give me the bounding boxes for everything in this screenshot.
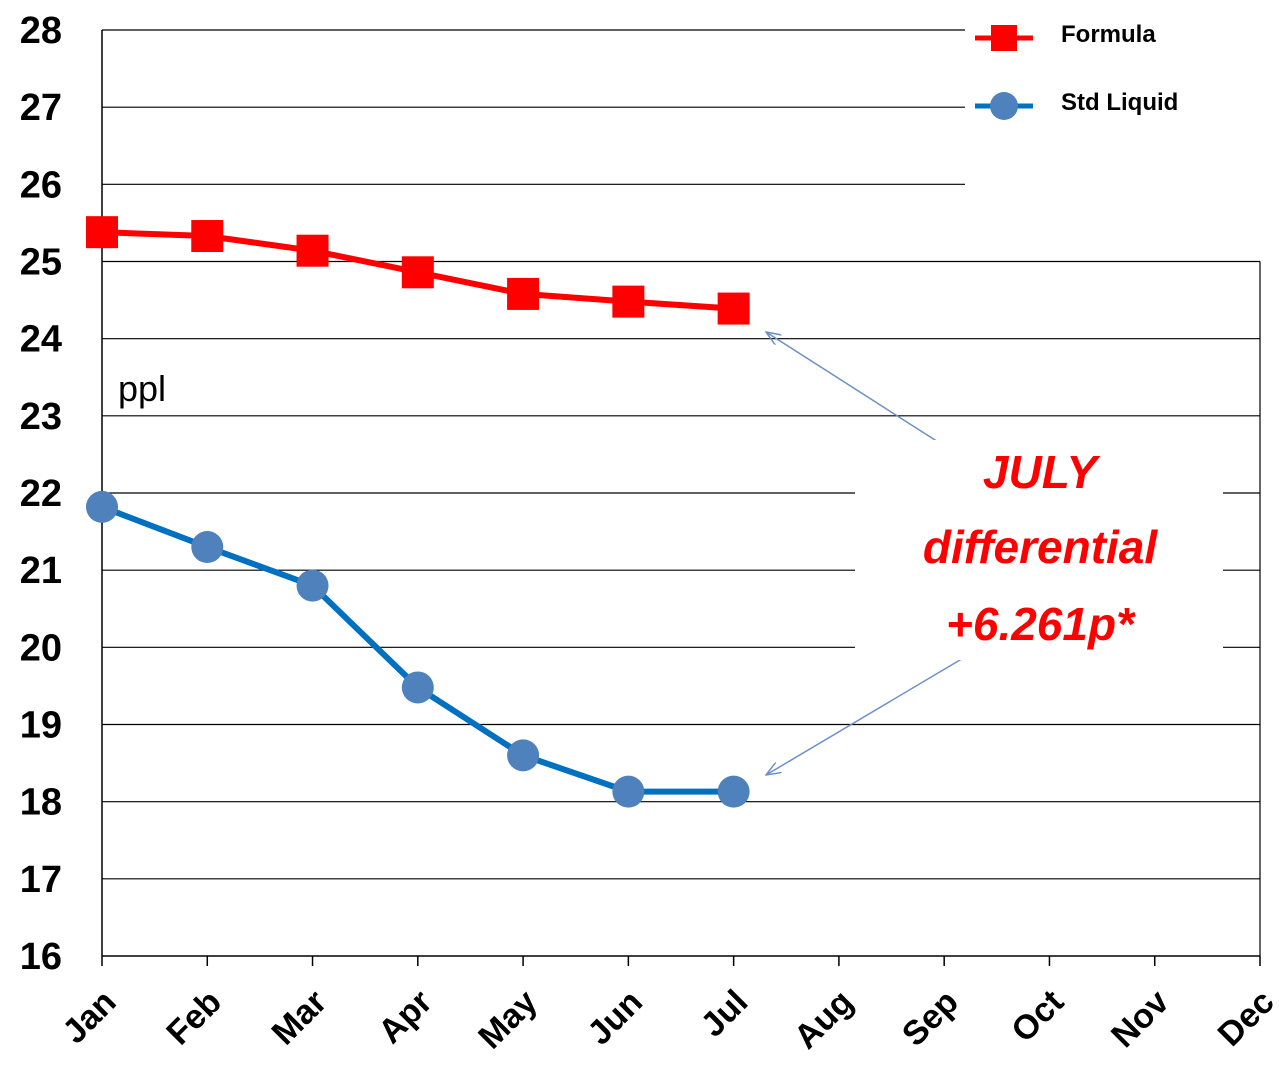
annotation-line-1: JULY bbox=[983, 446, 1101, 498]
point-std-liquid-jun bbox=[612, 775, 645, 808]
x-tick-label-jun: Jun bbox=[580, 983, 650, 1053]
point-std-liquid-mar bbox=[296, 569, 329, 602]
annotation-line-2: differential bbox=[923, 521, 1159, 573]
arrow-to-std-liquid-jul bbox=[766, 656, 966, 775]
y-tick-label-23: 23 bbox=[20, 396, 62, 438]
x-tick-label-sep: Sep bbox=[895, 983, 966, 1054]
legend: Formula Std Liquid bbox=[975, 21, 1178, 120]
x-tick-label-feb: Feb bbox=[159, 983, 229, 1053]
point-formula-apr bbox=[401, 256, 434, 289]
y-tick-label-19: 19 bbox=[20, 705, 62, 747]
y-tick-label-20: 20 bbox=[20, 627, 62, 669]
point-formula-mar bbox=[296, 234, 329, 267]
x-tick-label-jan: Jan bbox=[55, 983, 123, 1051]
point-std-liquid-may bbox=[507, 739, 540, 772]
point-formula-jul bbox=[717, 292, 750, 325]
point-formula-feb bbox=[191, 220, 224, 253]
annotation-line-3: +6.261p* bbox=[946, 598, 1136, 650]
y-tick-label-16: 16 bbox=[20, 936, 62, 978]
y-tick-label-25: 25 bbox=[20, 242, 62, 284]
gridlines bbox=[102, 29, 1260, 880]
point-std-liquid-jan bbox=[86, 490, 118, 523]
x-tick-label-oct: Oct bbox=[1004, 983, 1071, 1050]
x-tick-label-aug: Aug bbox=[787, 983, 861, 1057]
point-std-liquid-jul bbox=[717, 775, 750, 808]
y-tick-label-17: 17 bbox=[20, 859, 62, 901]
point-formula-may bbox=[507, 277, 540, 310]
y-tick-label-18: 18 bbox=[20, 782, 62, 824]
x-tick-label-may: May bbox=[471, 983, 545, 1057]
y-tick-label-26: 26 bbox=[20, 164, 62, 206]
x-axis-ticks: Jan Feb Mar Apr May Jun Jul Aug Sep Oct Nov Dec bbox=[55, 983, 1279, 1057]
y-tick-label-21: 21 bbox=[20, 550, 62, 592]
x-tick-label-jul: Jul bbox=[694, 983, 756, 1045]
y-axis-ticks: 16 17 18 19 20 21 22 23 24 25 26 27 28 bbox=[20, 10, 62, 978]
series-layer bbox=[86, 216, 750, 808]
legend-marker-formula bbox=[991, 25, 1017, 51]
annotation-background bbox=[855, 440, 1223, 660]
y-tick-label-28: 28 bbox=[20, 10, 62, 52]
unit-label: ppl bbox=[118, 368, 166, 409]
legend-label-formula: Formula bbox=[1061, 21, 1156, 48]
july-differential-annotation: JULY differential +6.261p* bbox=[766, 332, 1223, 775]
legend-marker-std-liquid bbox=[990, 92, 1018, 120]
point-formula-jan bbox=[86, 216, 118, 249]
x-tick-label-nov: Nov bbox=[1104, 983, 1176, 1055]
x-tick-label-apr: Apr bbox=[371, 983, 439, 1051]
y-tick-label-22: 22 bbox=[20, 473, 62, 515]
point-std-liquid-apr bbox=[401, 671, 434, 704]
legend-label-std-liquid: Std Liquid bbox=[1061, 89, 1178, 116]
y-tick-label-27: 27 bbox=[20, 87, 62, 129]
point-std-liquid-feb bbox=[191, 531, 224, 564]
x-tick-label-mar: Mar bbox=[265, 983, 335, 1053]
point-formula-jun bbox=[612, 285, 645, 318]
x-tick-label-dec: Dec bbox=[1211, 983, 1279, 1054]
y-tick-label-24: 24 bbox=[20, 319, 62, 361]
